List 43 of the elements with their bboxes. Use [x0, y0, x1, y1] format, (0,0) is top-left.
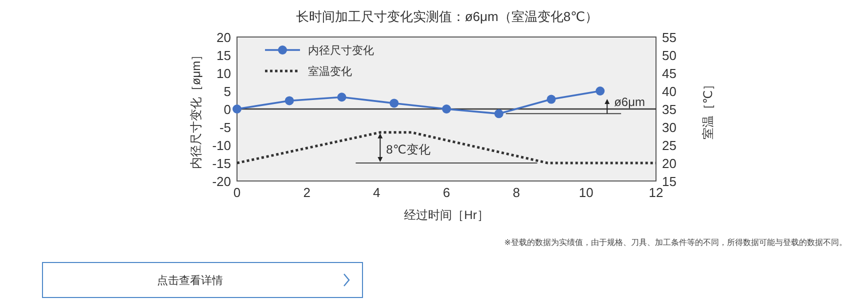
- annotation: 8℃变化: [386, 142, 430, 157]
- y2-tick-label: 50: [662, 48, 676, 63]
- y2-tick-label: 25: [662, 138, 676, 153]
- point: [232, 104, 242, 114]
- y2-tick-label: 35: [662, 102, 676, 117]
- y-tick-label: -20: [212, 174, 231, 189]
- point: [442, 104, 451, 114]
- text: ※登载的数据为实绩值，由于规格、刀具、加工条件等的不同，所得数据可能与登载的数据不同。: [504, 238, 847, 247]
- point: [596, 86, 605, 96]
- y-tick-label: 5: [224, 84, 231, 99]
- button-details: 点击查看详情: [42, 262, 363, 298]
- y2-tick-label: 20: [662, 156, 676, 171]
- chart-title: 长时间加工尺寸变化实测值：ø6μm（室温变化8℃）: [296, 9, 598, 24]
- point: [546, 94, 556, 104]
- y-axis-title: 内径尺寸变化［øμm］: [189, 48, 203, 170]
- y2-tick-label: 55: [662, 30, 676, 45]
- y-tick-label: 10: [216, 66, 231, 81]
- legend-label: 内径尺寸变化: [308, 44, 374, 57]
- y-tick-label: 0: [224, 102, 231, 117]
- y2-tick-label: 30: [662, 120, 676, 135]
- y-tick-label: -5: [219, 120, 231, 135]
- x-tick-label: 6: [442, 185, 450, 200]
- y2-tick-label: 45: [662, 66, 676, 81]
- x-axis-title: 经过时间［Hr］: [404, 208, 489, 222]
- y2-tick-label: 15: [662, 174, 676, 189]
- y2-axis-title: 室温［℃］: [701, 78, 715, 140]
- y2-tick-label: 40: [662, 84, 676, 99]
- legend-label: 室温变化: [308, 65, 352, 78]
- y-tick-label: 20: [216, 30, 231, 45]
- annotation: ø6μm: [614, 95, 646, 109]
- x-tick-label: 2: [303, 185, 310, 200]
- point: [390, 98, 399, 108]
- point: [337, 92, 346, 102]
- y-tick-label: -15: [212, 156, 231, 171]
- x-tick-label: 12: [648, 185, 664, 200]
- x-tick-label: 10: [578, 185, 594, 200]
- point: [284, 96, 294, 106]
- x-tick-label: 0: [233, 185, 241, 200]
- point: [494, 109, 504, 118]
- y-tick-label: 15: [216, 48, 231, 63]
- x-tick-label: 4: [373, 185, 380, 200]
- x-tick-label: 8: [512, 185, 520, 200]
- y-tick-label: -10: [212, 138, 231, 153]
